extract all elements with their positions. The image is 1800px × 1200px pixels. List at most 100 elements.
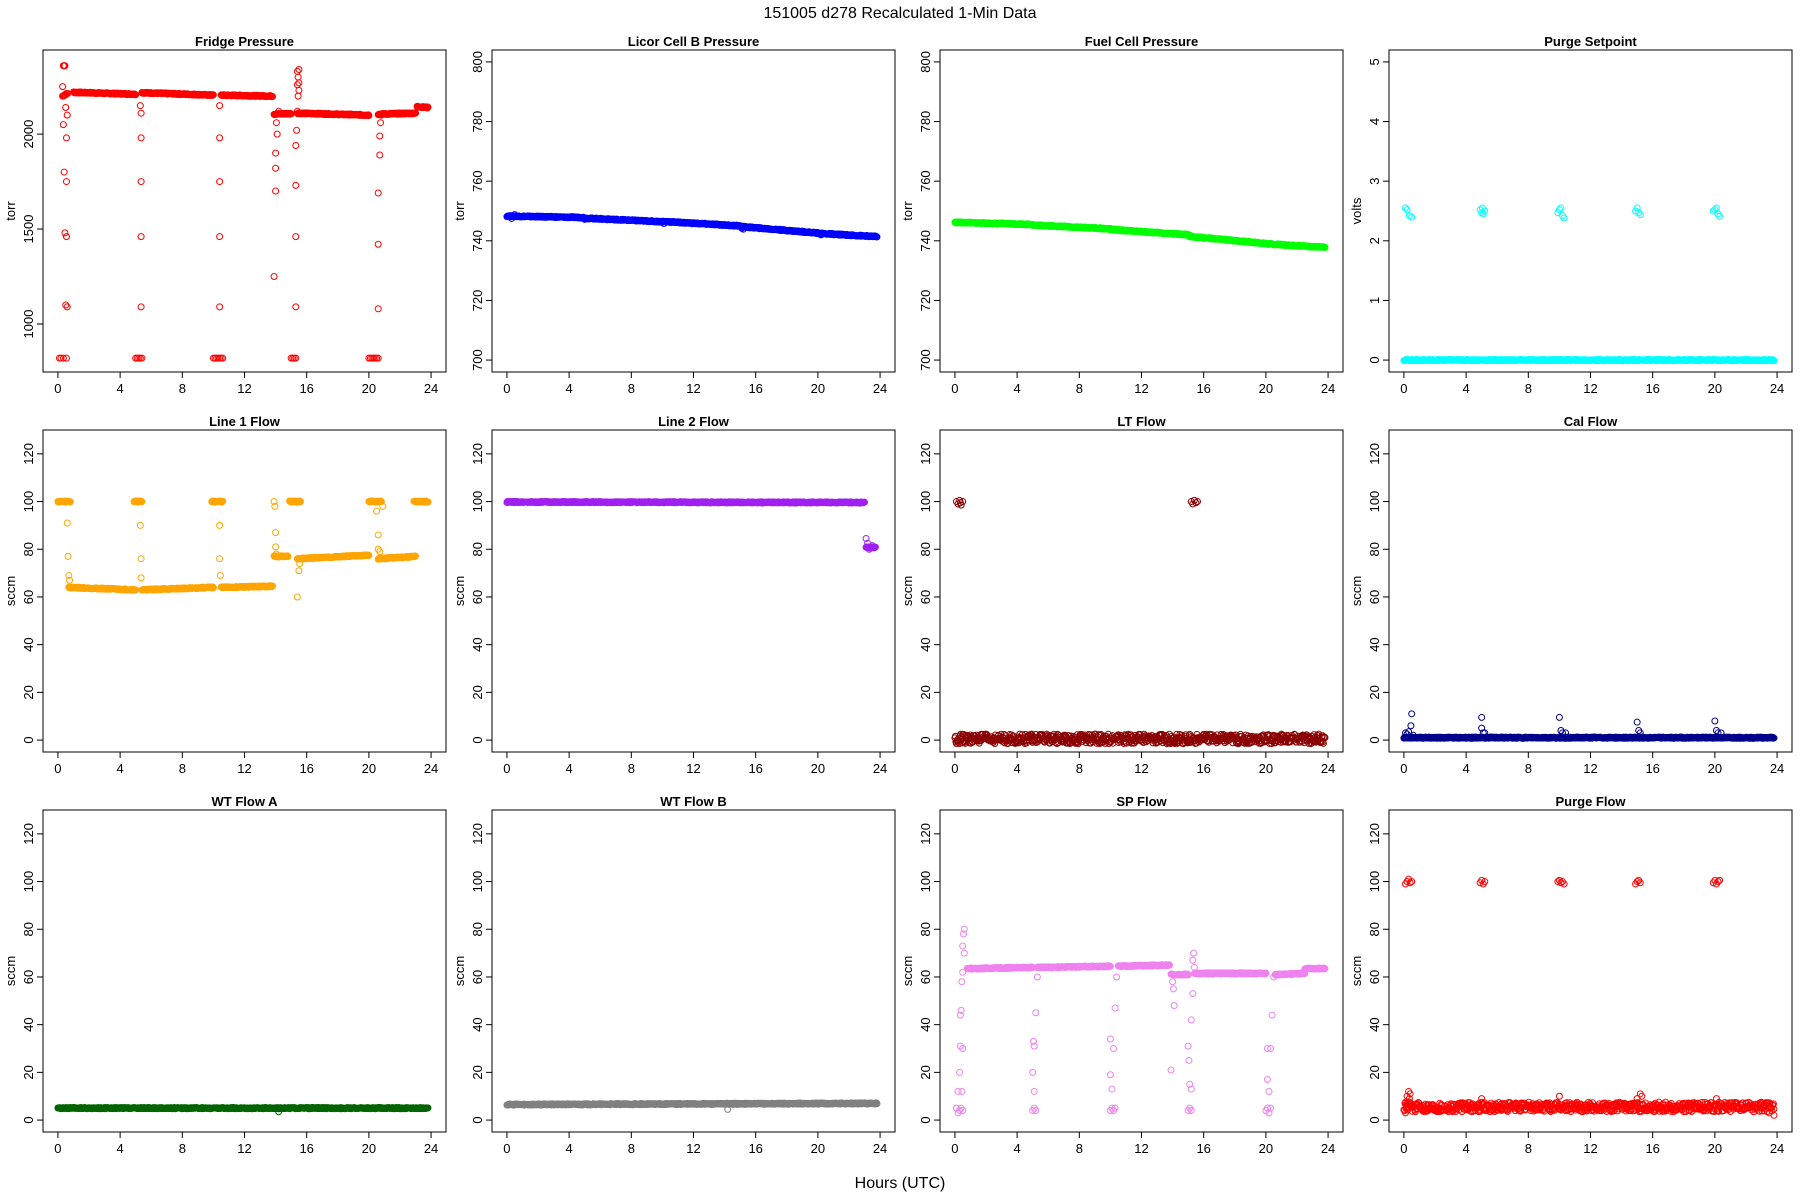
data-point	[1408, 213, 1416, 221]
data-point	[132, 91, 140, 99]
series-points	[54, 497, 432, 601]
data-point	[293, 126, 301, 134]
data-point	[1186, 231, 1194, 239]
data-point	[1636, 211, 1644, 219]
data-point	[1560, 214, 1568, 222]
data-point	[275, 107, 283, 115]
series-points	[503, 211, 881, 241]
x-tick-label: 0	[503, 761, 510, 776]
data-point	[376, 151, 384, 159]
data-point	[136, 521, 144, 529]
data-point	[377, 119, 385, 127]
chart-title: Purge Setpoint	[1544, 34, 1637, 49]
x-tick-label: 16	[1196, 761, 1210, 776]
y-tick-label: 60	[21, 590, 36, 604]
data-point	[62, 354, 70, 362]
data-point	[62, 178, 70, 186]
data-point	[379, 502, 387, 510]
data-point	[216, 178, 224, 186]
data-point	[268, 582, 276, 590]
data-point	[1074, 740, 1082, 748]
y-tick-label: 1	[1367, 297, 1382, 304]
data-point	[424, 498, 432, 506]
data-point	[209, 91, 217, 99]
data-point	[870, 544, 878, 552]
y-axis-label: torr	[900, 201, 915, 221]
y-tick-label: 780	[918, 111, 933, 133]
data-point	[270, 498, 278, 506]
data-point	[137, 574, 145, 582]
data-point	[60, 168, 68, 176]
data-point	[62, 104, 70, 112]
data-point	[272, 164, 280, 172]
y-tick-label: 20	[918, 685, 933, 699]
data-point	[59, 83, 67, 91]
series-points	[1400, 204, 1778, 365]
y-tick-label: 780	[470, 111, 485, 133]
data-point	[219, 354, 227, 362]
x-tick-label: 12	[237, 381, 251, 396]
y-tick-label: 4	[1367, 118, 1382, 125]
data-point	[292, 354, 300, 362]
data-point	[374, 305, 382, 313]
x-tick-label: 12	[1134, 381, 1148, 396]
x-tick-label: 8	[628, 381, 635, 396]
x-tick-label: 20	[811, 761, 825, 776]
data-point	[272, 550, 280, 558]
x-tick-label: 8	[1076, 761, 1083, 776]
x-tick-label: 8	[179, 761, 186, 776]
y-axis-label: torr	[3, 201, 18, 221]
data-point	[365, 111, 373, 119]
data-point	[374, 354, 382, 362]
data-point	[660, 220, 668, 228]
data-point	[138, 354, 146, 362]
data-point	[62, 134, 70, 142]
data-point	[136, 102, 144, 110]
x-tick-label: 16	[748, 761, 762, 776]
data-point	[1321, 243, 1329, 251]
data-point	[374, 531, 382, 539]
y-tick-label: 0	[470, 736, 485, 743]
data-point	[412, 552, 420, 560]
data-point	[271, 502, 279, 510]
data-point	[65, 571, 73, 579]
data-point	[216, 521, 224, 529]
plot-frame	[939, 429, 1344, 753]
data-point	[137, 109, 145, 117]
y-tick-label: 0	[918, 736, 933, 743]
data-point	[862, 535, 870, 543]
data-point	[272, 149, 280, 157]
data-point	[272, 119, 280, 127]
data-point	[861, 498, 869, 506]
data-point	[873, 233, 881, 241]
y-tick-label: 80	[21, 542, 36, 556]
data-point	[270, 273, 278, 281]
data-point	[62, 233, 70, 241]
y-tick-label: 2000	[21, 120, 36, 149]
x-tick-label: 20	[1708, 381, 1722, 396]
data-point	[292, 141, 300, 149]
data-point	[295, 66, 303, 74]
x-tick-label: 4	[1463, 381, 1470, 396]
data-point	[295, 567, 303, 575]
y-tick-label: 100	[21, 491, 36, 513]
x-tick-label: 0	[54, 761, 61, 776]
x-tick-label: 0	[54, 381, 61, 396]
data-point	[296, 560, 304, 568]
x-tick-label: 8	[1525, 381, 1532, 396]
y-tick-label: 740	[470, 230, 485, 252]
data-point	[66, 576, 74, 584]
x-tick-label: 8	[179, 381, 186, 396]
data-point	[293, 67, 301, 75]
data-point	[739, 225, 747, 233]
y-tick-label: 3	[1367, 178, 1382, 185]
data-point	[216, 303, 224, 311]
data-point	[293, 593, 301, 601]
